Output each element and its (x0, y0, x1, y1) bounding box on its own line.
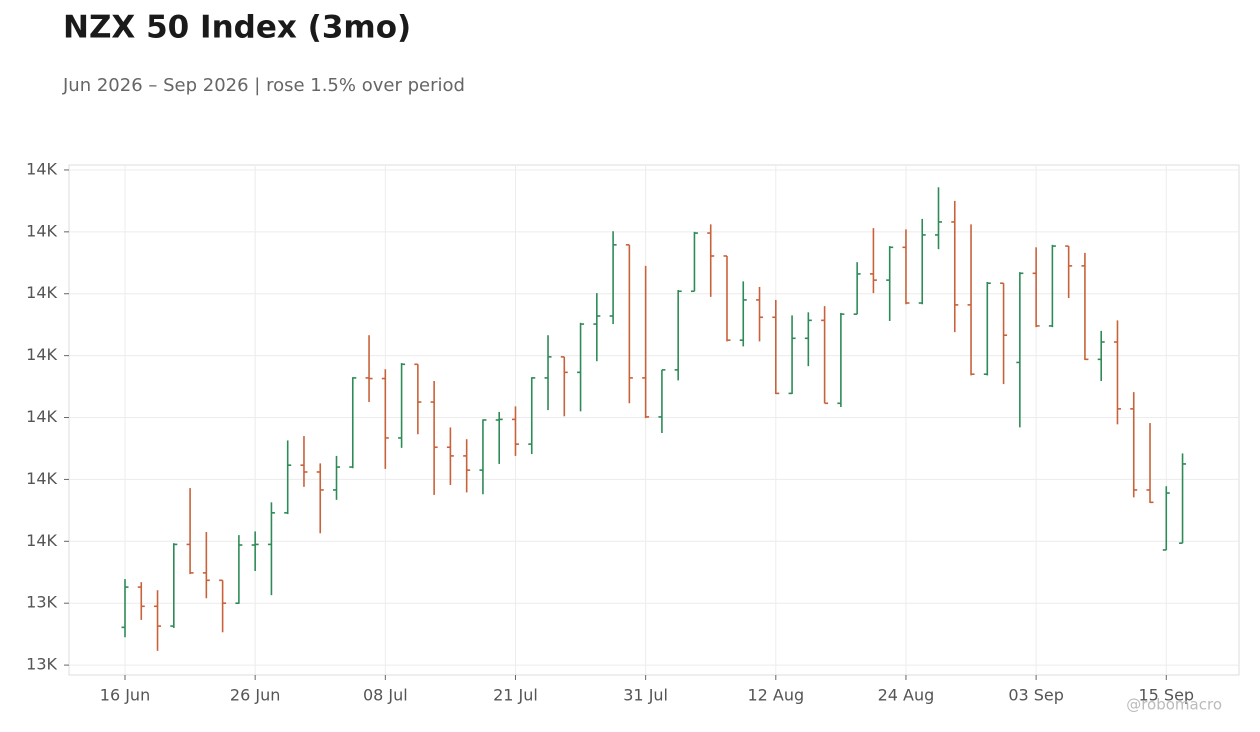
watermark: @robomacro (1126, 696, 1222, 714)
x-tick-label: 08 Jul (363, 686, 408, 705)
y-tick-label: 14K (26, 283, 57, 302)
y-tick-label: 13K (26, 593, 57, 612)
y-tick-label: 14K (26, 159, 57, 178)
x-tick-label: 31 Jul (623, 686, 668, 705)
y-tick-label: 14K (26, 345, 57, 364)
y-tick-label: 14K (26, 407, 57, 426)
x-tick-label: 03 Sep (1008, 686, 1064, 705)
y-tick-label: 14K (26, 221, 57, 240)
x-tick-label: 12 Aug (747, 686, 804, 705)
y-tick-label: 14K (26, 469, 57, 488)
x-tick-label: 15 Sep (1138, 686, 1194, 705)
plot-frame (68, 164, 1240, 676)
x-tick-label: 21 Jul (493, 686, 538, 705)
chart-subtitle: Jun 2026 – Sep 2026 | rose 1.5% over per… (62, 75, 465, 96)
y-tick-label: 13K (26, 655, 57, 674)
x-tick-label: 26 Jun (230, 686, 280, 705)
x-tick-label: 24 Aug (878, 686, 935, 705)
chart-title: NZX 50 Index (3mo) (63, 10, 411, 46)
x-tick-label: 16 Jun (100, 686, 150, 705)
y-tick-label: 14K (26, 531, 57, 550)
